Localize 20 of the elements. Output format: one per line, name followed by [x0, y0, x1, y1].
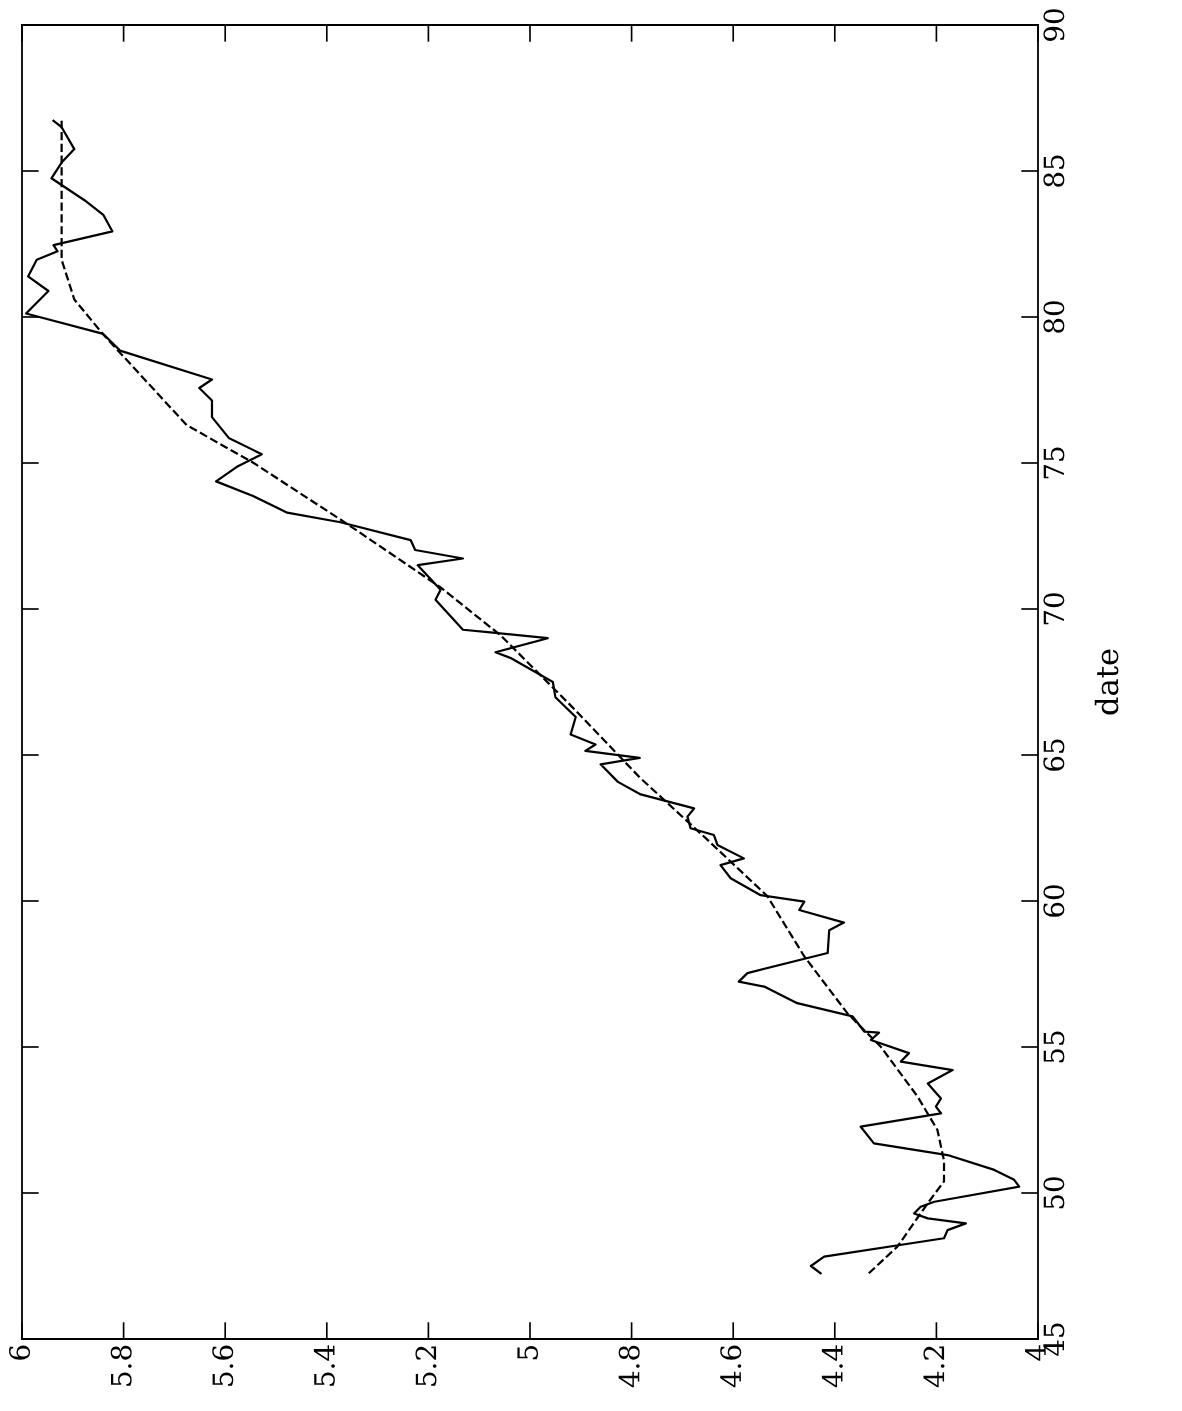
x-tick-label: 6: [9, 1345, 31, 1360]
x-tick-label: 4.2: [923, 1346, 945, 1388]
y-tick-label: 65: [1043, 739, 1065, 771]
y-tick-label: 75: [1043, 447, 1065, 479]
y-tick-label: 70: [1043, 593, 1065, 625]
y-tick-label: 80: [1043, 301, 1065, 333]
y-axis-title: date: [1094, 649, 1119, 715]
x-tick-label: 5.4: [313, 1345, 335, 1386]
x-tick-label: 4.8: [618, 1345, 640, 1388]
y-tick-label: 60: [1043, 885, 1065, 917]
x-tick-label: 5.6: [212, 1345, 234, 1386]
y-tick-label: 50: [1043, 1177, 1065, 1209]
x-tick-label: 4.6: [720, 1345, 742, 1388]
x-tick-label: 4.4: [821, 1345, 843, 1388]
x-tick-label: 5.2: [415, 1346, 437, 1386]
y-tick-label: 85: [1043, 155, 1065, 187]
y-tick-label: 55: [1043, 1031, 1065, 1063]
x-tick-label: 5.8: [110, 1345, 132, 1386]
x-tick-label: 5: [517, 1346, 539, 1360]
y-tick-label: 90: [1043, 9, 1065, 41]
